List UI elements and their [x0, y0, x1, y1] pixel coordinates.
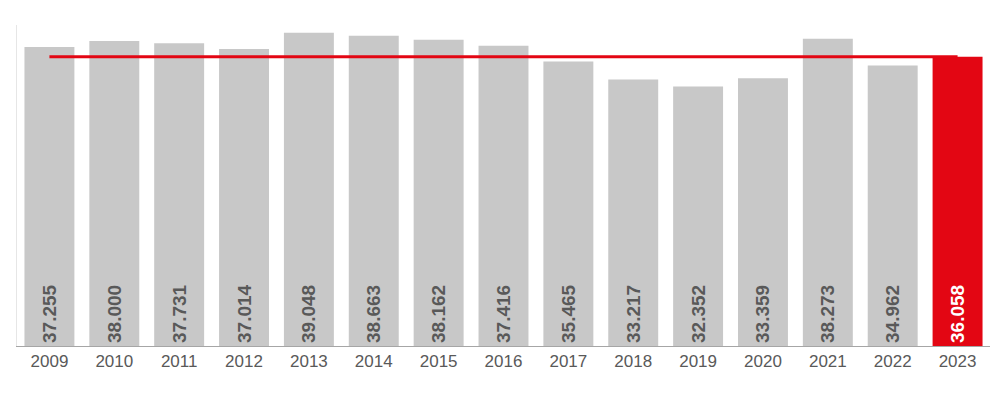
svg-text:38.000: 38.000 — [104, 285, 125, 343]
svg-text:2019: 2019 — [679, 352, 717, 371]
svg-text:34.962: 34.962 — [882, 285, 903, 343]
svg-text:2020: 2020 — [744, 352, 782, 371]
svg-text:2009: 2009 — [31, 352, 69, 371]
svg-text:2012: 2012 — [225, 352, 263, 371]
svg-text:36.058: 36.058 — [947, 285, 968, 343]
svg-text:2021: 2021 — [809, 352, 847, 371]
svg-text:38.162: 38.162 — [428, 285, 449, 343]
svg-text:38.663: 38.663 — [363, 285, 384, 343]
svg-text:37.731: 37.731 — [169, 284, 190, 343]
svg-text:2011: 2011 — [161, 352, 198, 371]
svg-text:39.048: 39.048 — [298, 285, 319, 343]
svg-text:2018: 2018 — [614, 352, 652, 371]
svg-text:37.014: 37.014 — [234, 284, 255, 343]
svg-text:37.416: 37.416 — [493, 285, 514, 343]
svg-text:2013: 2013 — [290, 352, 328, 371]
svg-text:2016: 2016 — [485, 352, 523, 371]
svg-text:2014: 2014 — [355, 352, 393, 371]
svg-text:38.273: 38.273 — [817, 285, 838, 343]
svg-text:33.359: 33.359 — [752, 285, 773, 343]
svg-text:35.465: 35.465 — [558, 284, 579, 343]
svg-text:2010: 2010 — [95, 352, 133, 371]
svg-text:2015: 2015 — [420, 352, 458, 371]
svg-text:37.255: 37.255 — [39, 284, 60, 343]
svg-text:2022: 2022 — [874, 352, 912, 371]
svg-text:33.217: 33.217 — [623, 285, 644, 343]
svg-text:32.352: 32.352 — [688, 285, 709, 343]
svg-text:2023: 2023 — [939, 352, 977, 371]
svg-text:2017: 2017 — [549, 352, 587, 371]
